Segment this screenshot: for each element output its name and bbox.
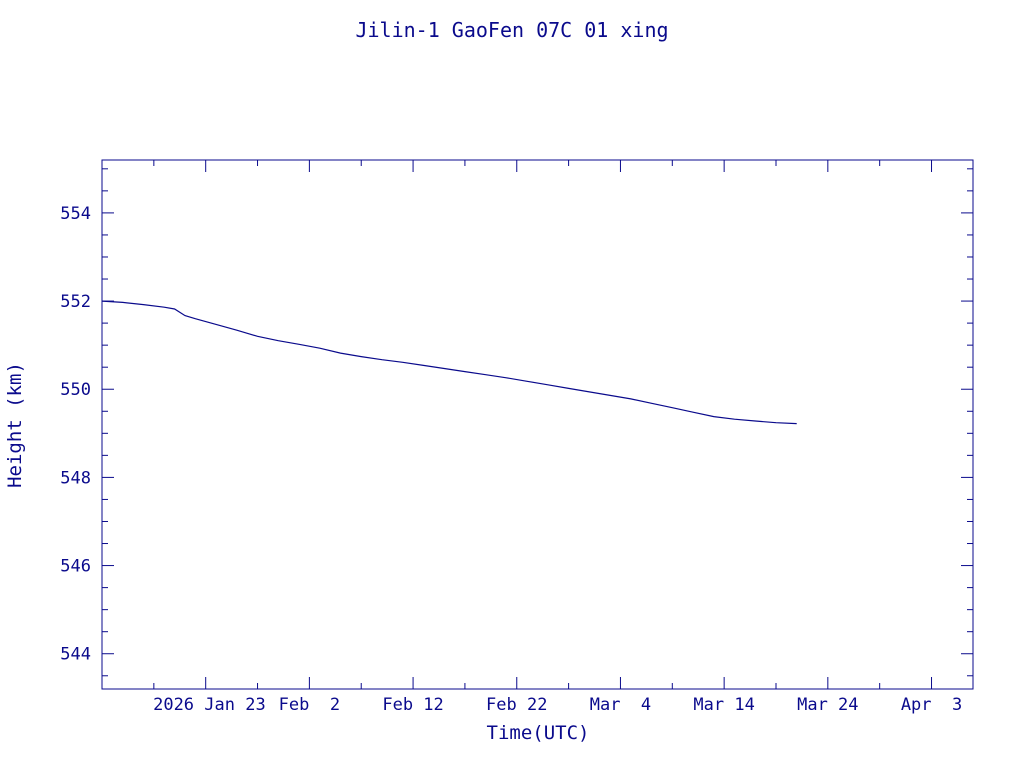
y-tick-label: 554 [60,204,91,224]
y-axis-label: Height (km) [4,362,26,488]
y-tick-label: 550 [60,380,91,400]
y-tick-label: 552 [60,292,91,312]
y-tick-label: 548 [60,468,91,488]
height-series-line [101,300,797,425]
axis-ticks [101,160,973,689]
x-tick-label: Mar 4 [590,695,651,715]
x-tick-label: Apr 3 [901,695,962,715]
x-tick-label: 2026 Jan 23 [153,695,266,715]
chart-title: Jilin-1 GaoFen 07C 01 xing [355,18,668,42]
x-tick-label: Mar 24 [797,695,858,715]
y-tick-label: 546 [60,557,91,577]
x-tick-label: Feb 12 [382,695,443,715]
x-tick-labels: 2026 Jan 23 Feb 2 Feb 12 Feb 22 Mar 4 Mar 14 M… [153,695,962,715]
x-tick-label: Mar 14 [693,695,754,715]
y-tick-label: 544 [60,645,91,665]
x-tick-label: Feb 2 [279,695,340,715]
plot-frame [101,159,974,690]
x-axis-label: Time(UTC) [487,722,590,744]
y-tick-labels: 544 546 548 550 552 554 [60,204,91,665]
x-tick-label: Feb 22 [486,695,547,715]
